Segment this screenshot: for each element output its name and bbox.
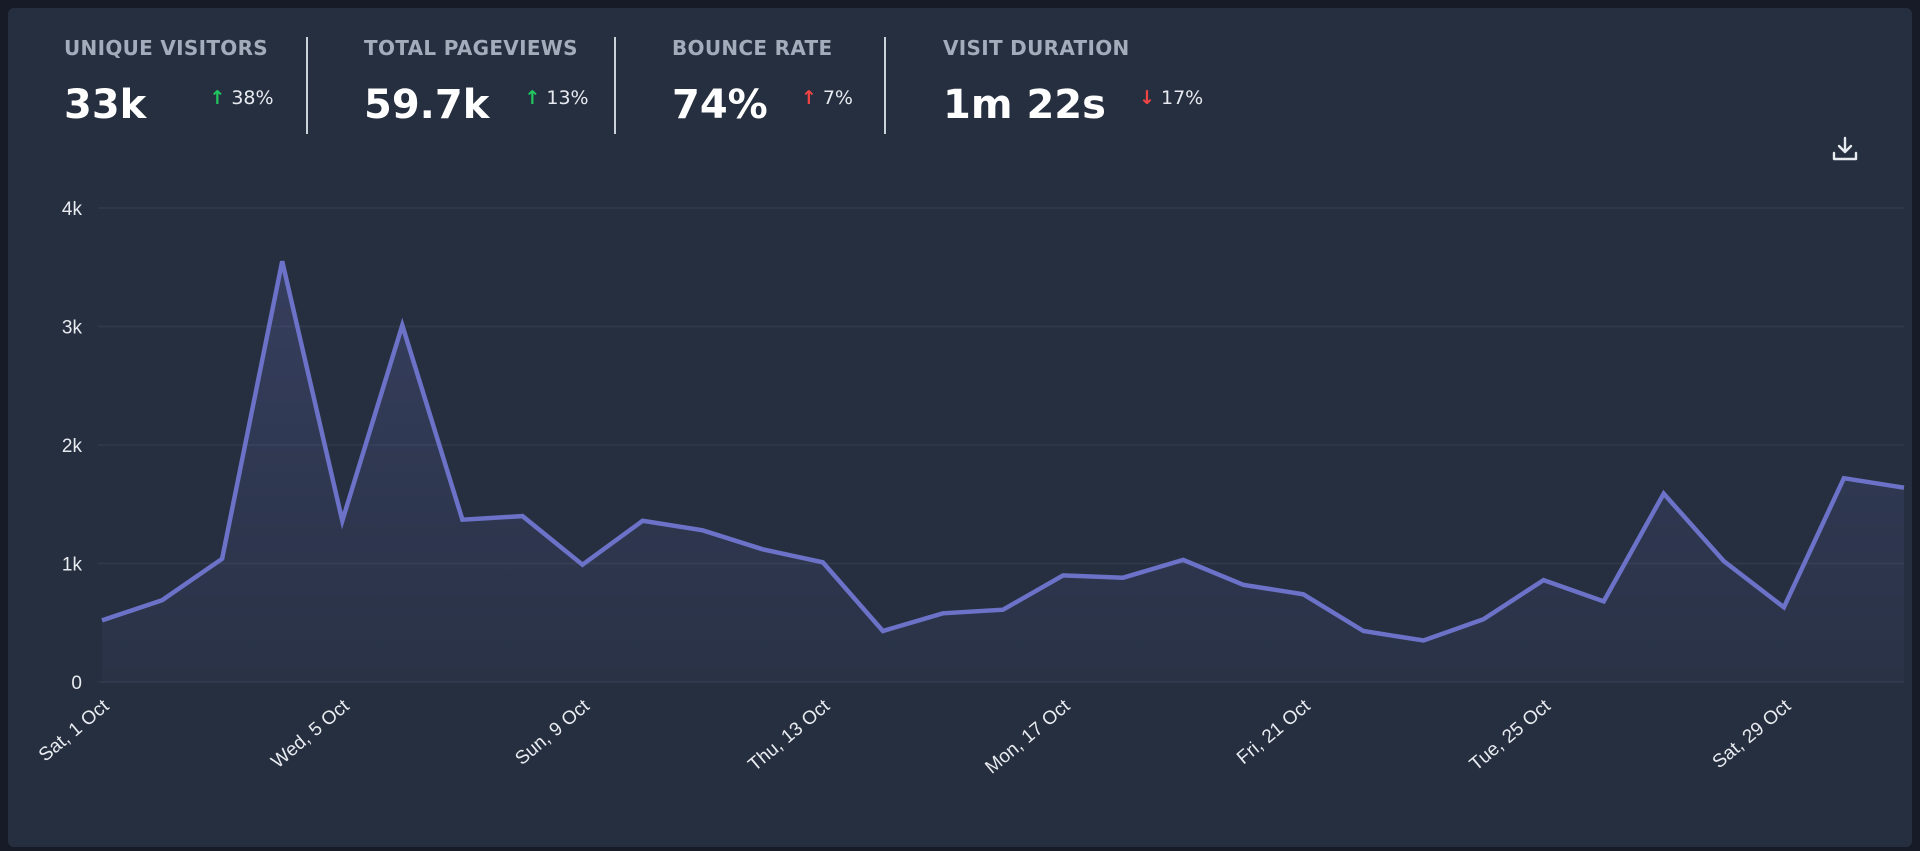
data-point[interactable] bbox=[1838, 472, 1850, 484]
x-tick-label: Sun, 9 Oct bbox=[511, 695, 594, 769]
data-point[interactable] bbox=[637, 515, 649, 527]
data-point[interactable] bbox=[1778, 601, 1790, 613]
stat-change-value: 38% bbox=[231, 87, 274, 109]
stat-bounce-rate[interactable]: BOUNCE RATE 74% ↑ 7% bbox=[672, 36, 853, 128]
data-point[interactable] bbox=[1237, 579, 1249, 591]
data-point[interactable] bbox=[1297, 588, 1309, 600]
stat-divider bbox=[306, 37, 308, 134]
data-point[interactable] bbox=[1898, 482, 1910, 494]
data-point[interactable] bbox=[156, 594, 168, 606]
download-icon bbox=[1832, 136, 1858, 161]
y-tick-label: 2k bbox=[62, 436, 83, 457]
data-point[interactable] bbox=[757, 543, 769, 555]
data-point[interactable] bbox=[997, 604, 1009, 616]
x-tick-label: Sat, 1 Oct bbox=[35, 695, 114, 766]
series-line[interactable] bbox=[101, 260, 1905, 643]
stat-change-value: 13% bbox=[546, 87, 589, 109]
data-point[interactable] bbox=[96, 614, 108, 626]
stat-visit-duration[interactable]: VISIT DURATION 1m 22s ↓ 17% bbox=[943, 36, 1203, 128]
stat-label: BOUNCE RATE bbox=[672, 36, 833, 60]
stat-label: TOTAL PAGEVIEWS bbox=[364, 36, 578, 60]
stat-label: UNIQUE VISITORS bbox=[64, 36, 269, 60]
stat-value: 1m 22s bbox=[943, 82, 1106, 128]
data-point[interactable] bbox=[1177, 554, 1189, 566]
data-point[interactable] bbox=[1357, 625, 1369, 637]
data-point[interactable] bbox=[817, 556, 829, 568]
data-point[interactable] bbox=[396, 319, 408, 331]
data-point[interactable] bbox=[456, 514, 468, 526]
stat-label: VISIT DURATION bbox=[943, 36, 1130, 60]
visitors-chart: 0 1k 2k 3k 4k Sat, 1 Oct Wed, 5 Oct Sun, 9 Oct… bbox=[35, 199, 1910, 778]
y-tick-label: 4k bbox=[62, 199, 83, 220]
data-point[interactable] bbox=[1538, 574, 1550, 586]
stats-bar: UNIQUE VISITORS 33k ↑ 38% TOTAL PAGEVIEW… bbox=[8, 8, 1308, 148]
data-point[interactable] bbox=[1057, 569, 1069, 581]
arrow-up-icon: ↑ bbox=[800, 87, 817, 109]
data-point[interactable] bbox=[1117, 572, 1129, 584]
data-point[interactable] bbox=[276, 255, 288, 267]
x-tick-label: Sat, 29 Oct bbox=[1709, 695, 1796, 773]
y-tick-label: 3k bbox=[62, 318, 83, 339]
data-point[interactable] bbox=[697, 524, 709, 536]
data-point[interactable] bbox=[216, 553, 228, 565]
y-tick-label: 1k bbox=[62, 555, 83, 576]
x-tick-label: Wed, 5 Oct bbox=[267, 695, 354, 772]
y-tick-label: 0 bbox=[71, 673, 82, 694]
arrow-up-icon: ↑ bbox=[209, 87, 226, 109]
stat-change: ↑ 13% bbox=[524, 87, 588, 109]
stat-value: 74% bbox=[672, 82, 768, 128]
data-point[interactable] bbox=[1478, 613, 1490, 625]
stat-change: ↑ 7% bbox=[801, 87, 853, 109]
stat-total-pageviews[interactable]: TOTAL PAGEVIEWS 59.7k ↑ 13% bbox=[364, 36, 589, 128]
data-point[interactable] bbox=[1598, 595, 1610, 607]
stat-change: ↑ 38% bbox=[209, 87, 273, 109]
arrow-up-icon: ↑ bbox=[524, 87, 541, 109]
stat-divider bbox=[884, 37, 886, 134]
stat-value: 33k bbox=[64, 82, 147, 128]
series-area bbox=[102, 261, 1904, 682]
analytics-panel: UNIQUE VISITORS 33k ↑ 38% TOTAL PAGEVIEW… bbox=[8, 8, 1912, 847]
stat-change-value: 17% bbox=[1160, 87, 1204, 109]
x-tick-label: Tue, 25 Oct bbox=[1466, 695, 1556, 775]
data-point[interactable] bbox=[937, 607, 949, 619]
data-point[interactable] bbox=[1718, 555, 1730, 567]
x-tick-label: Thu, 13 Oct bbox=[744, 695, 834, 775]
download-button[interactable] bbox=[1830, 134, 1860, 164]
data-point[interactable] bbox=[877, 625, 889, 637]
stat-change-value: 7% bbox=[822, 87, 853, 109]
stat-value: 59.7k bbox=[364, 82, 490, 128]
x-tick-label: Mon, 17 Oct bbox=[981, 695, 1074, 778]
stat-unique-visitors[interactable]: UNIQUE VISITORS 33k ↑ 38% bbox=[64, 36, 274, 128]
stat-divider bbox=[614, 37, 616, 134]
data-point[interactable] bbox=[336, 515, 348, 527]
x-tick-label: Fri, 21 Oct bbox=[1233, 695, 1315, 769]
data-point[interactable] bbox=[516, 510, 528, 522]
data-point[interactable] bbox=[1658, 488, 1670, 500]
data-point[interactable] bbox=[1417, 635, 1429, 647]
arrow-down-icon: ↓ bbox=[1139, 87, 1155, 109]
stat-change: ↓ 17% bbox=[1139, 87, 1203, 109]
data-point[interactable] bbox=[577, 559, 589, 571]
